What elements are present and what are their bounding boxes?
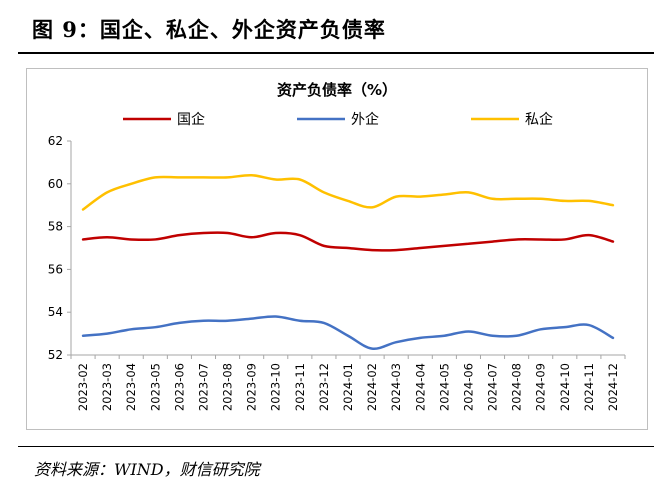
x-tick-label: 2023-02 [76,363,90,411]
x-tick-label: 2024-08 [510,363,524,411]
chart-title: 资产负债率（%） [277,81,397,99]
bottom-rule [18,446,654,447]
x-tick-label: 2024-06 [461,363,475,411]
figure-title: 图 9：国企、私企、外企资产负债率 [32,17,386,42]
y-tick-label: 62 [48,134,63,148]
x-tick-label: 2023-11 [293,363,307,411]
x-tick-label: 2023-05 [148,363,162,411]
line-chart: 资产负债率（%） 国企 外企 私企 52 54 56 58 60 62 2023-02 2023-… [48,81,626,411]
y-tick-label: 58 [48,220,63,234]
y-tick-label: 54 [48,305,63,319]
x-tick-label: 2023-12 [317,363,331,411]
y-tick-label: 56 [48,262,63,276]
series-lines [81,173,615,350]
legend-label: 外企 [351,111,379,128]
x-tick-label: 2024-12 [606,363,620,411]
chart-container: 资产负债率（%） 国企 外企 私企 52 54 56 58 60 62 2023-02 2023-… [26,68,648,430]
x-tick-label: 2024-09 [534,363,548,411]
x-tick-label: 2023-04 [124,363,138,411]
x-tick-label: 2024-11 [582,363,596,411]
x-tick-label: 2024-04 [413,363,427,411]
x-tick-label: 2024-05 [437,363,451,411]
x-tick-label: 2024-02 [365,363,379,411]
x-tick-label: 2023-06 [172,363,186,411]
x-tick-label: 2023-09 [245,363,259,411]
y-tick-label: 52 [48,348,63,362]
legend: 国企 外企 私企 [123,111,553,128]
x-tick-label: 2023-03 [100,363,114,411]
legend-label: 国企 [177,111,205,128]
x-tick-label: 2023-10 [269,363,283,411]
axes: 52 54 56 58 60 62 2023-02 2023-03 2023-04 2023-05… [48,134,626,411]
x-tick-label: 2024-03 [389,363,403,411]
top-rule [18,52,654,54]
x-tick-label: 2024-07 [486,363,500,411]
legend-label: 私企 [525,111,553,128]
series-line [81,231,615,252]
source-note: 资料来源：WIND，财信研究院 [34,460,260,479]
series-line [81,173,615,211]
x-tick-label: 2023-08 [221,363,235,411]
series-line [81,315,615,350]
y-tick-label: 60 [48,177,63,191]
x-tick-label: 2024-10 [558,363,572,411]
x-tick-label: 2023-07 [196,363,210,411]
x-tick-label: 2024-01 [341,363,355,411]
